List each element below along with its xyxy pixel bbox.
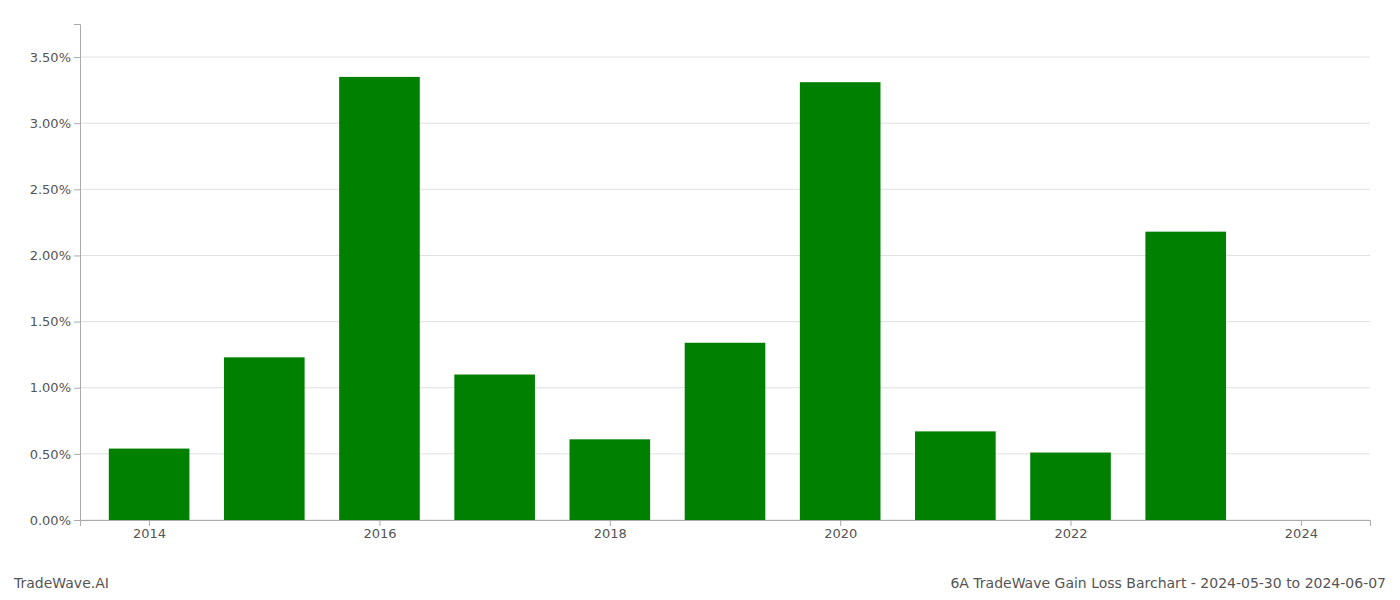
x-axis: 2014 2016 2018 2020 2022 2024	[81, 520, 1371, 541]
bar	[1145, 232, 1226, 520]
x-axis-line	[81, 521, 1371, 527]
bar	[800, 82, 881, 520]
x-tick-label: 2024	[1285, 526, 1318, 541]
x-tick-label: 2014	[133, 526, 166, 541]
y-tick-label: 1.00%	[30, 380, 71, 395]
y-tick: 0.00%	[30, 513, 80, 528]
grid-line	[80, 57, 1370, 58]
y-tick-mark	[74, 322, 80, 323]
y-tick-label: 3.50%	[30, 50, 71, 65]
chart-svg: 2014 2016 2018 2020 2022 2024 0.00% 0.50% 1.00% 1…	[0, 0, 1400, 600]
title: 6A TradeWave Gain Loss Barchart - 2024-0…	[950, 575, 1386, 591]
y-tick: 0.50%	[30, 447, 80, 462]
grid-line	[80, 123, 1370, 124]
y-tick-mark	[74, 520, 80, 521]
y-tick: 1.00%	[30, 380, 80, 395]
x-tick-mark	[840, 520, 841, 526]
y-axis-line	[74, 25, 81, 521]
x-tick-mark	[610, 520, 611, 526]
y-tick-label: 1.50%	[30, 314, 71, 329]
bars	[109, 77, 1226, 520]
bar	[224, 357, 305, 520]
x-tick-mark	[149, 520, 150, 526]
y-tick-label: 2.00%	[30, 248, 71, 263]
y-tick-mark	[74, 123, 80, 124]
y-tick-mark	[74, 57, 80, 58]
x-tick-label: 2018	[594, 526, 627, 541]
bar	[454, 375, 535, 520]
y-tick-mark	[74, 454, 80, 455]
x-tick-label: 2022	[1054, 526, 1087, 541]
x-tick-label: 2016	[363, 526, 396, 541]
x-tick: 2020	[824, 520, 857, 541]
y-tick: 2.00%	[30, 248, 80, 263]
y-tick: 2.50%	[30, 182, 80, 197]
y-tick-label: 3.00%	[30, 116, 71, 131]
x-tick-mark	[1301, 520, 1302, 526]
y-tick-mark	[74, 255, 80, 256]
x-tick: 2024	[1285, 520, 1318, 541]
bar	[685, 343, 766, 520]
y-tick-label: 2.50%	[30, 182, 71, 197]
grid	[80, 57, 1370, 520]
bar	[915, 431, 996, 520]
y-tick: 1.50%	[30, 314, 80, 329]
x-tick: 2014	[133, 520, 166, 541]
y-axis: 0.00% 0.50% 1.00% 1.50% 2.00% 2.50% 3.00% 3.50%	[30, 25, 81, 528]
y-tick-mark	[74, 388, 80, 389]
bar	[109, 449, 190, 520]
y-tick: 3.00%	[30, 116, 80, 131]
bar	[1261, 520, 1342, 521]
x-tick-mark	[379, 520, 380, 526]
x-tick: 2016	[363, 520, 396, 541]
bar	[1030, 453, 1111, 520]
y-tick-label: 0.00%	[30, 513, 71, 528]
grid-line	[80, 189, 1370, 190]
bar	[339, 77, 420, 520]
y-tick: 3.50%	[30, 50, 80, 65]
x-tick: 2018	[594, 520, 627, 541]
x-tick: 2022	[1054, 520, 1087, 541]
plot-area: 2014 2016 2018 2020 2022 2024 0.00% 0.50% 1.00% 1…	[30, 25, 1371, 542]
y-tick-label: 0.50%	[30, 447, 71, 462]
y-tick-mark	[74, 189, 80, 190]
annotation: TradeWave.AI	[13, 575, 109, 591]
bar	[570, 439, 651, 520]
x-tick-label: 2020	[824, 526, 857, 541]
x-tick-mark	[1071, 520, 1072, 526]
